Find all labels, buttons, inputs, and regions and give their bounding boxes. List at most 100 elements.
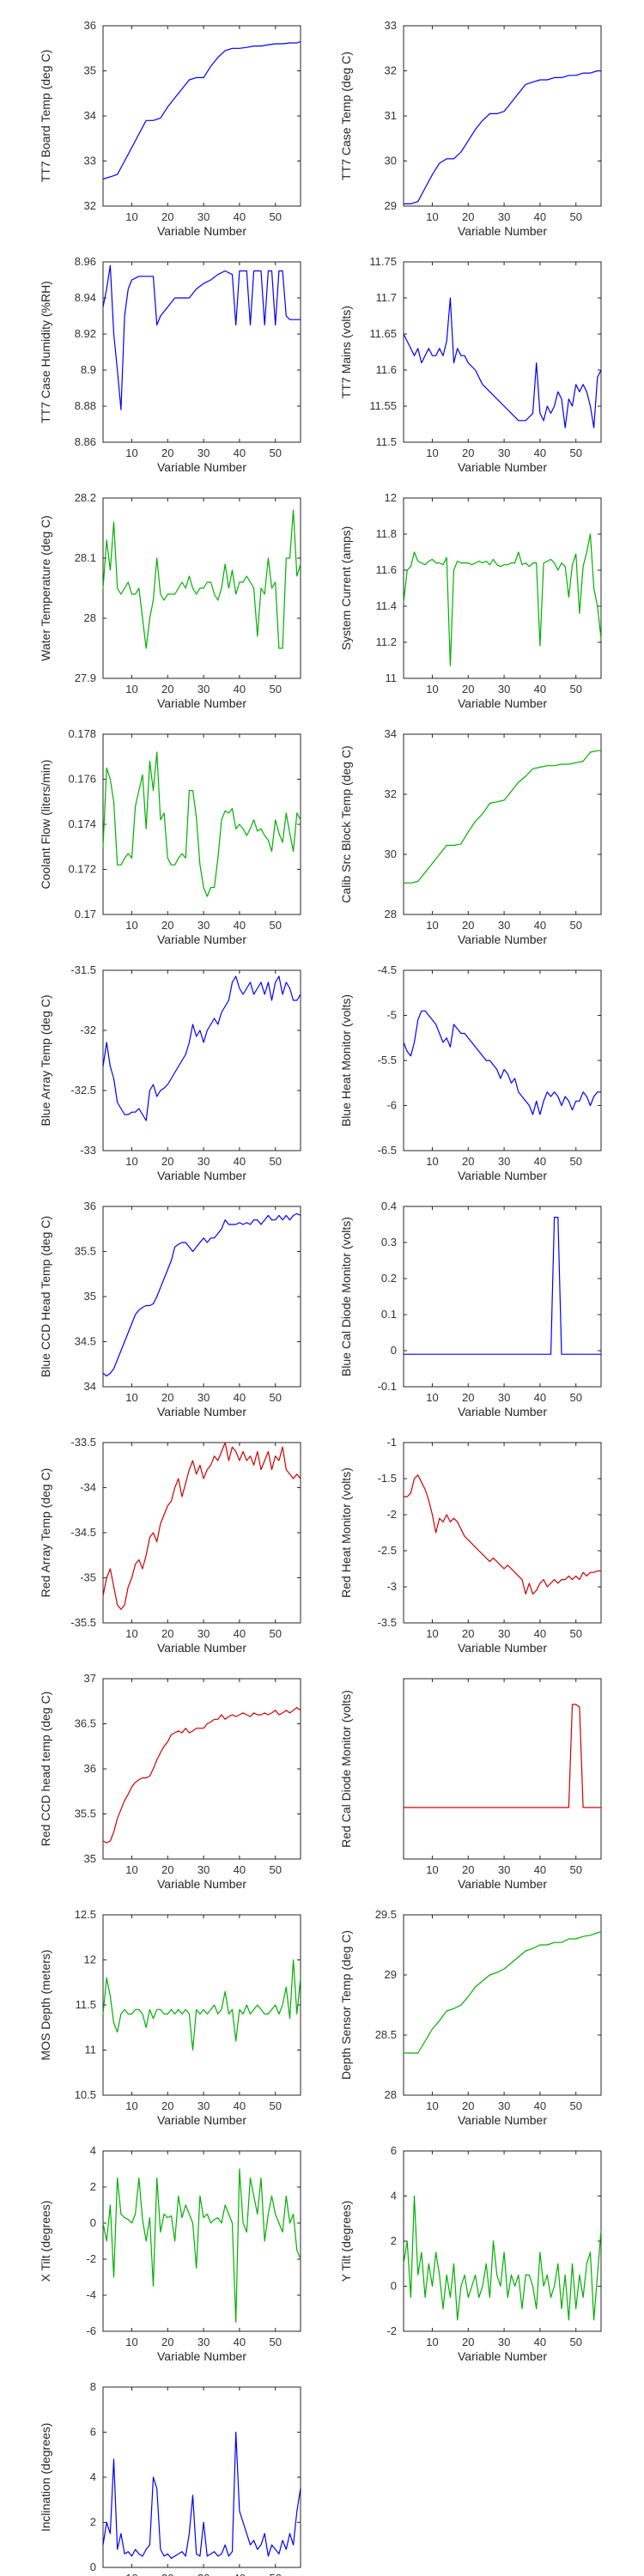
plot-18-axes-box bbox=[403, 1914, 602, 2096]
plot-4-series-line bbox=[403, 297, 602, 428]
plot-10-xtick-label: 30 bbox=[498, 1155, 510, 1168]
plot-6-xtick-label: 30 bbox=[498, 683, 510, 696]
plot-9-xtick-label: 30 bbox=[197, 1155, 210, 1168]
plot-5-ylabel: Water Temperature (deg C) bbox=[39, 515, 52, 661]
plot-7-ytick-label: 0.178 bbox=[68, 727, 96, 740]
plot-7-xtick-label: 40 bbox=[234, 919, 246, 932]
plot-9-ytick-label: -32 bbox=[80, 1024, 96, 1036]
plot-19-ytick-label: -6 bbox=[86, 2324, 96, 2337]
plot-21-ytick-label: 6 bbox=[90, 2426, 96, 2439]
plot-6-xtick-label: 40 bbox=[534, 683, 546, 696]
plot-3-axes-box bbox=[102, 261, 301, 443]
plot-13-xtick-label: 10 bbox=[125, 1627, 137, 1640]
plot-13-xtick-label: 40 bbox=[234, 1627, 246, 1640]
plot-2-ytick-label: 32 bbox=[385, 64, 397, 77]
plot-1-xlabel: Variable Number bbox=[157, 224, 246, 238]
plot-7-xtick-label: 20 bbox=[161, 919, 173, 932]
plot-16-axes-box bbox=[403, 1678, 602, 1860]
plot-1-ytick-label: 32 bbox=[84, 199, 96, 212]
plot-14-ytick-label: -1 bbox=[386, 1436, 397, 1449]
plot-17-axes-box bbox=[102, 1914, 301, 2096]
plot-21-series-line bbox=[102, 2431, 301, 2560]
plot-11-ylabel: Blue CCD Head Temp (deg C) bbox=[39, 1216, 52, 1377]
plot-13-ytick-label: -35 bbox=[80, 1571, 96, 1584]
plot-3-xtick-label: 10 bbox=[125, 447, 137, 459]
plot-4-xtick-label: 10 bbox=[426, 447, 438, 459]
plot-7-ytick-label: 0.174 bbox=[68, 817, 96, 830]
plot-9-axes-box bbox=[102, 969, 301, 1151]
plot-6-series-line bbox=[403, 533, 602, 666]
plot-14-ytick-label: -2 bbox=[386, 1508, 397, 1521]
plot-9-ylabel: Blue Array Temp (deg C) bbox=[39, 994, 52, 1126]
plot-20-xtick-label: 50 bbox=[569, 2336, 581, 2348]
plot-21-xtick-label: 30 bbox=[197, 2572, 210, 2576]
plot-1-ytick-label: 35 bbox=[84, 64, 96, 77]
plot-4-ytick-label: 11.7 bbox=[376, 291, 397, 304]
plot-12-xtick-label: 10 bbox=[426, 1391, 438, 1404]
plot-4-axes-box bbox=[403, 261, 602, 443]
plot-18-xlabel: Variable Number bbox=[458, 2113, 547, 2127]
plot-3-ytick-label: 8.86 bbox=[75, 435, 96, 448]
plot-6-xtick-label: 20 bbox=[462, 683, 474, 696]
plot-10-xtick-label: 50 bbox=[569, 1155, 581, 1168]
plot-16-xtick-label: 40 bbox=[534, 1863, 546, 1876]
plot-7-ytick-label: 0.172 bbox=[68, 863, 96, 876]
plot-9-ytick-label: -33 bbox=[80, 1144, 96, 1157]
plot-9-ytick-label: -32.5 bbox=[70, 1084, 96, 1097]
plot-16-ylabel: Red Cal Diode Monitor (volts) bbox=[339, 1690, 353, 1848]
plot-15-ytick-label: 36 bbox=[84, 1762, 96, 1775]
plot-19-xtick-label: 50 bbox=[269, 2336, 281, 2348]
plot-11-xtick-label: 10 bbox=[125, 1391, 137, 1404]
plot-18-ytick-label: 28 bbox=[385, 2088, 397, 2101]
plot-20-axes-box bbox=[403, 2150, 602, 2332]
plot-15-axes-box bbox=[102, 1678, 301, 1860]
plot-16-xtick-label: 50 bbox=[569, 1863, 581, 1876]
plot-6-ylabel: System Current (amps) bbox=[339, 526, 353, 651]
plot-12-ytick-label: -0.1 bbox=[378, 1380, 397, 1393]
plot-16-xlabel: Variable Number bbox=[458, 1877, 547, 1891]
plot-3-xlabel: Variable Number bbox=[157, 460, 246, 474]
plot-21-xtick-label: 20 bbox=[161, 2572, 173, 2576]
plot-15-xlabel: Variable Number bbox=[157, 1877, 246, 1891]
plot-15-ytick-label: 37 bbox=[84, 1672, 96, 1685]
plot-12-ytick-label: 0.1 bbox=[381, 1308, 397, 1321]
plot-5-ytick-label: 27.9 bbox=[75, 671, 96, 684]
plot-10-xlabel: Variable Number bbox=[458, 1169, 547, 1182]
plot-21-ytick-label: 2 bbox=[90, 2516, 96, 2529]
plot-17-ylabel: MOS Depth (meters) bbox=[39, 1949, 52, 2060]
plot-4-xtick-label: 20 bbox=[462, 447, 474, 459]
plot-1-xtick-label: 30 bbox=[197, 210, 210, 223]
plot-11-xtick-label: 30 bbox=[197, 1391, 210, 1404]
plot-6-ytick-label: 12 bbox=[385, 491, 397, 504]
plot-17-xlabel: Variable Number bbox=[157, 2113, 246, 2127]
plot-11-ytick-label: 34 bbox=[84, 1380, 96, 1393]
plot-7-ytick-label: 0.176 bbox=[68, 773, 96, 786]
plot-15-series-line bbox=[102, 1706, 301, 1844]
plot-14-xtick-label: 40 bbox=[534, 1627, 546, 1640]
plot-13-ytick-label: -34 bbox=[80, 1481, 96, 1494]
plot-15-xtick-label: 40 bbox=[234, 1863, 246, 1876]
plot-19-ytick-label: -2 bbox=[86, 2252, 96, 2265]
plot-14-xtick-label: 30 bbox=[498, 1627, 510, 1640]
plot-7-xtick-label: 10 bbox=[125, 919, 137, 932]
plot-20-ytick-label: 6 bbox=[391, 2144, 397, 2157]
plot-19-xtick-label: 20 bbox=[161, 2336, 173, 2348]
plot-8-xtick-label: 50 bbox=[569, 919, 581, 932]
plot-17-ytick-label: 11.5 bbox=[76, 1998, 96, 2011]
plot-14-ytick-label: -2.5 bbox=[378, 1544, 397, 1557]
plot-5-xtick-label: 20 bbox=[161, 683, 173, 696]
plot-17-series-line bbox=[102, 1959, 301, 2051]
plot-12-axes-box bbox=[403, 1206, 602, 1388]
plot-11-ytick-label: 34.5 bbox=[75, 1335, 96, 1348]
plot-13-xtick-label: 30 bbox=[197, 1627, 210, 1640]
plot-8-ylabel: Calib Src Block Temp (deg C) bbox=[339, 745, 353, 902]
plot-21-ytick-label: 4 bbox=[90, 2470, 96, 2483]
plot-5-xlabel: Variable Number bbox=[157, 696, 246, 710]
plot-12-ytick-label: 0 bbox=[391, 1344, 397, 1357]
plot-10-ytick-label: -5 bbox=[386, 1009, 397, 1022]
plot-6-xlabel: Variable Number bbox=[458, 696, 547, 710]
plot-4-ytick-label: 11.6 bbox=[376, 363, 397, 376]
plot-4-ytick-label: 11.5 bbox=[376, 435, 397, 448]
plot-1-ytick-label: 36 bbox=[84, 19, 96, 32]
plot-7-ylabel: Coolant Flow (liters/min) bbox=[39, 760, 52, 890]
